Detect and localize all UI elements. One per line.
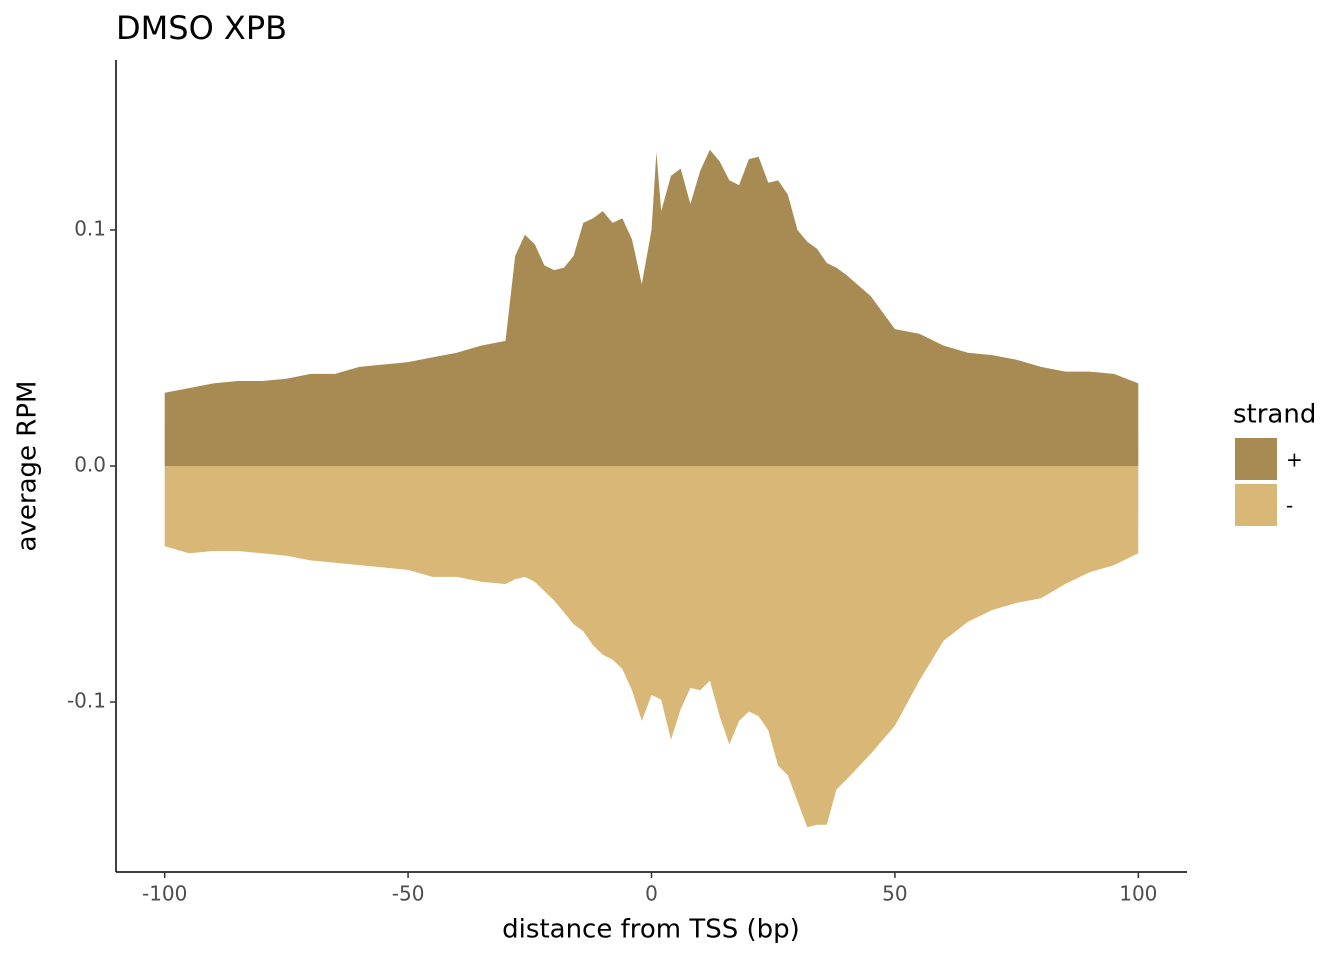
x-tick-label: 0 (645, 882, 658, 906)
x-tick-label: 50 (882, 882, 907, 906)
legend-label: + (1286, 448, 1303, 472)
y-axis-label: average RPM (13, 381, 43, 552)
y-tick-label: 0.0 (74, 453, 106, 477)
legend-label: - (1286, 494, 1293, 518)
chart-title: DMSO XPB (116, 9, 287, 47)
x-tick-label: 100 (1119, 882, 1157, 906)
area (164, 466, 1139, 828)
y-tick-label: -0.1 (67, 689, 106, 713)
legend-title: strand (1233, 400, 1316, 430)
legend-key (1235, 438, 1277, 480)
legend-key (1235, 484, 1277, 526)
x-tick-label: -50 (392, 882, 425, 906)
x-tick-label: -100 (142, 882, 187, 906)
x-axis-label: distance from TSS (bp) (502, 915, 800, 945)
y-tick-label: 0.1 (74, 216, 106, 240)
area (164, 149, 1139, 466)
